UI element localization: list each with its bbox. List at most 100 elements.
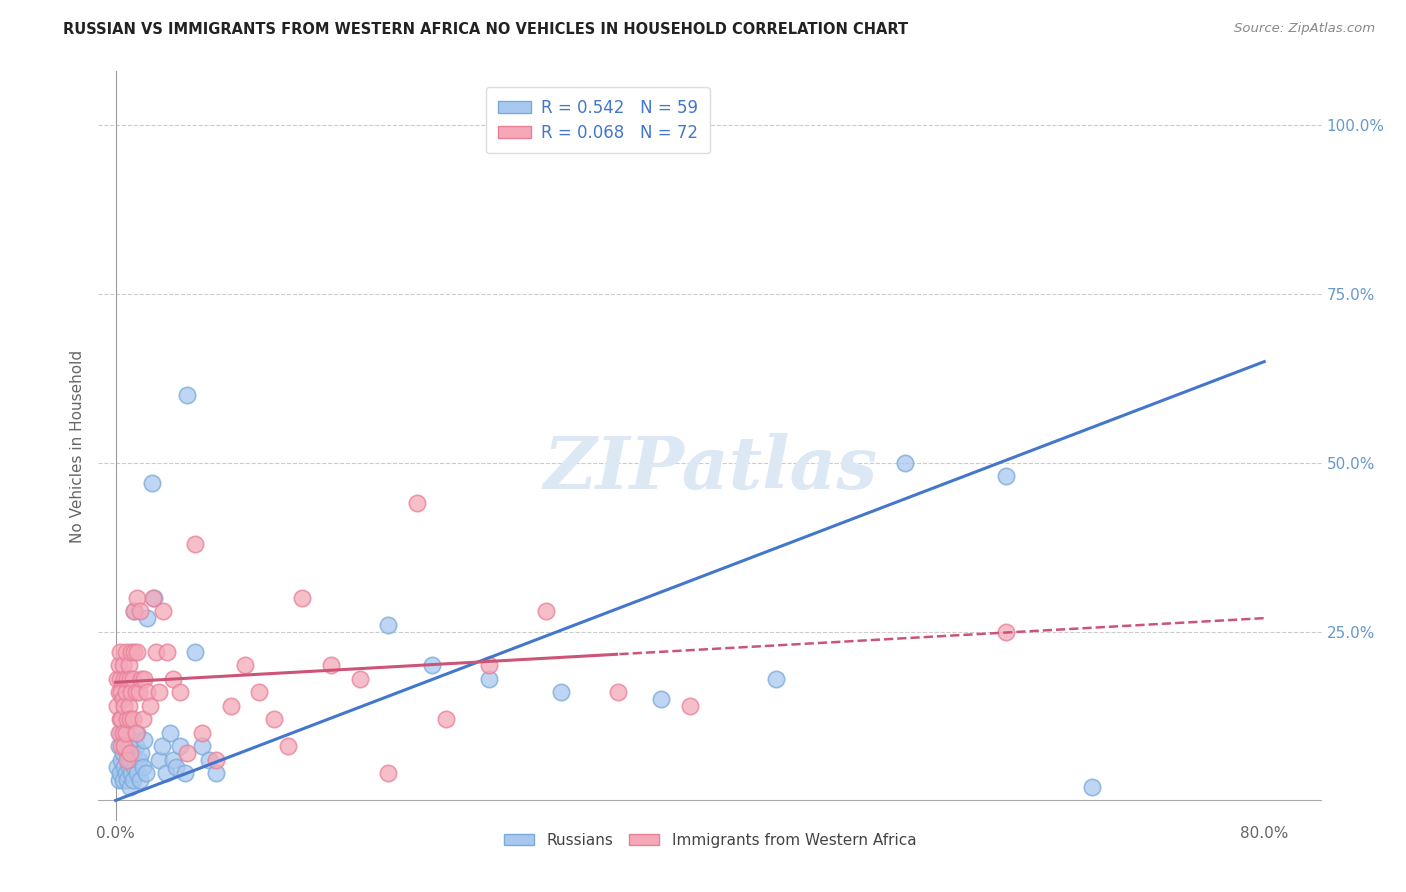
Legend: Russians, Immigrants from Western Africa: Russians, Immigrants from Western Africa bbox=[498, 827, 922, 855]
Point bbox=[114, 719, 136, 733]
Point bbox=[118, 780, 141, 794]
Point bbox=[111, 692, 134, 706]
Point bbox=[176, 746, 198, 760]
Point bbox=[112, 739, 135, 754]
Point bbox=[118, 712, 141, 726]
Point bbox=[107, 739, 129, 754]
Point bbox=[124, 645, 146, 659]
Point bbox=[107, 658, 129, 673]
Y-axis label: No Vehicles in Household: No Vehicles in Household bbox=[70, 350, 86, 542]
Point bbox=[108, 672, 131, 686]
Text: ZIPatlas: ZIPatlas bbox=[543, 433, 877, 504]
Point bbox=[319, 658, 342, 673]
Point bbox=[765, 672, 787, 686]
Point bbox=[142, 591, 165, 605]
Point bbox=[107, 773, 129, 788]
Point bbox=[108, 712, 131, 726]
Point bbox=[110, 685, 132, 699]
Point bbox=[108, 645, 131, 659]
Point bbox=[127, 591, 149, 605]
Point bbox=[108, 766, 131, 780]
Point bbox=[141, 476, 163, 491]
Point bbox=[115, 773, 138, 788]
Point bbox=[277, 739, 299, 754]
Point bbox=[247, 685, 270, 699]
Point bbox=[536, 604, 558, 618]
Point bbox=[125, 685, 148, 699]
Point bbox=[169, 685, 191, 699]
Point bbox=[134, 672, 156, 686]
Point bbox=[114, 726, 136, 740]
Point bbox=[115, 672, 138, 686]
Point bbox=[125, 739, 148, 754]
Point bbox=[165, 759, 187, 773]
Point bbox=[145, 645, 167, 659]
Point bbox=[115, 753, 138, 767]
Point bbox=[120, 766, 142, 780]
Point bbox=[136, 685, 159, 699]
Point bbox=[377, 618, 399, 632]
Point bbox=[110, 712, 132, 726]
Point bbox=[169, 739, 191, 754]
Point bbox=[143, 591, 166, 605]
Point bbox=[115, 746, 138, 760]
Point bbox=[105, 759, 128, 773]
Point bbox=[124, 604, 146, 618]
Point bbox=[122, 773, 145, 788]
Point bbox=[122, 712, 145, 726]
Point bbox=[156, 645, 179, 659]
Point bbox=[132, 712, 155, 726]
Point bbox=[107, 726, 129, 740]
Point bbox=[406, 496, 429, 510]
Point bbox=[139, 698, 162, 713]
Point bbox=[131, 746, 153, 760]
Point bbox=[205, 753, 228, 767]
Point bbox=[434, 712, 457, 726]
Point bbox=[114, 645, 136, 659]
Point bbox=[124, 759, 146, 773]
Point bbox=[111, 773, 134, 788]
Point bbox=[110, 753, 132, 767]
Point bbox=[894, 456, 917, 470]
Point bbox=[124, 604, 146, 618]
Point bbox=[118, 746, 141, 760]
Point bbox=[105, 672, 128, 686]
Point bbox=[112, 698, 135, 713]
Point bbox=[112, 759, 135, 773]
Point bbox=[128, 753, 150, 767]
Point bbox=[120, 645, 142, 659]
Point bbox=[159, 726, 181, 740]
Point bbox=[198, 753, 221, 767]
Point bbox=[191, 726, 214, 740]
Point bbox=[132, 759, 155, 773]
Point bbox=[377, 766, 399, 780]
Point bbox=[478, 672, 501, 686]
Point bbox=[176, 388, 198, 402]
Point bbox=[162, 753, 184, 767]
Point bbox=[114, 766, 136, 780]
Point bbox=[191, 739, 214, 754]
Point bbox=[1081, 780, 1104, 794]
Point bbox=[550, 685, 572, 699]
Point bbox=[111, 658, 134, 673]
Point bbox=[127, 726, 149, 740]
Point bbox=[135, 766, 157, 780]
Point bbox=[114, 685, 136, 699]
Point bbox=[105, 698, 128, 713]
Point bbox=[994, 624, 1017, 639]
Point bbox=[117, 739, 139, 754]
Point bbox=[117, 658, 139, 673]
Point bbox=[148, 753, 170, 767]
Point bbox=[478, 658, 501, 673]
Point bbox=[131, 672, 153, 686]
Point bbox=[111, 746, 134, 760]
Point bbox=[349, 672, 371, 686]
Point bbox=[127, 766, 149, 780]
Point bbox=[108, 726, 131, 740]
Text: RUSSIAN VS IMMIGRANTS FROM WESTERN AFRICA NO VEHICLES IN HOUSEHOLD CORRELATION C: RUSSIAN VS IMMIGRANTS FROM WESTERN AFRIC… bbox=[63, 22, 908, 37]
Point bbox=[650, 692, 672, 706]
Point bbox=[128, 685, 150, 699]
Point bbox=[129, 773, 152, 788]
Point bbox=[115, 712, 138, 726]
Point bbox=[122, 746, 145, 760]
